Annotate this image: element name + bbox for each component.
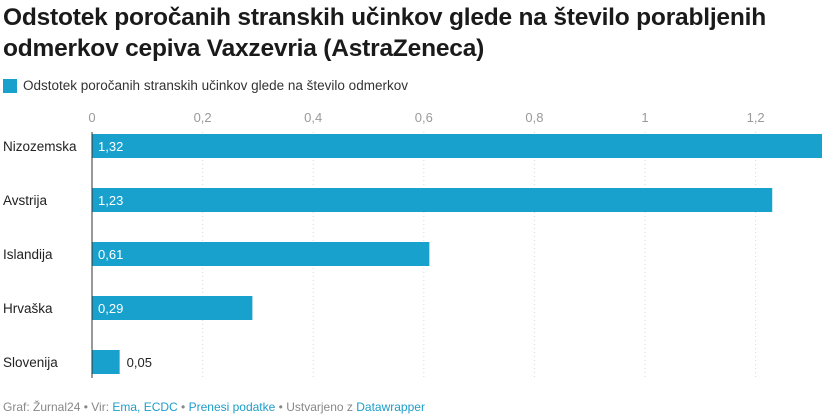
bar [92, 134, 822, 158]
data-label: 1,23 [98, 193, 123, 208]
category-label: Avstrija [3, 193, 48, 208]
x-tick-label: 1 [641, 110, 648, 125]
bar [92, 296, 253, 320]
bar-chart: 0 0,2 0,4 0,6 0,8 1 1,2 Nizozemska 1,32 Avstrija 1… [3, 110, 822, 378]
footer-source-label: Vir: [91, 400, 113, 414]
footer-separator: • [80, 400, 92, 414]
footer-created-label: Ustvarjeno z [286, 400, 357, 414]
source-link[interactable]: Ema, ECDC [112, 400, 178, 414]
x-tick-label: 0,4 [304, 110, 322, 125]
x-tick-label: 0,8 [525, 110, 543, 125]
legend-label: Odstotek poročanih stranskih učinkov gle… [23, 78, 408, 93]
data-label: 0,05 [127, 355, 152, 370]
category-label: Slovenija [3, 355, 58, 370]
x-tick-label: 0,2 [194, 110, 212, 125]
download-data-link[interactable]: Prenesi podatke [188, 400, 276, 414]
chart-title: Odstotek poročanih stranskih učinkov gle… [3, 4, 766, 62]
footer-credit: Graf: Žurnal24 [3, 400, 81, 414]
data-label: 0,61 [98, 247, 123, 262]
data-label: 1,32 [98, 139, 123, 154]
x-tick-label: 0,6 [415, 110, 433, 125]
category-label: Islandija [3, 247, 53, 262]
legend: Odstotek poročanih stranskih učinkov gle… [3, 78, 408, 93]
category-label: Nizozemska [3, 139, 77, 154]
footer-separator: • [177, 400, 189, 414]
footer: Graf: Žurnal24 • Vir: Ema, ECDC • Prenes… [3, 400, 425, 414]
bar [92, 350, 120, 374]
bar [92, 242, 430, 266]
x-tick-label: 1,2 [747, 110, 765, 125]
datawrapper-link[interactable]: Datawrapper [356, 400, 425, 414]
legend-swatch [3, 78, 17, 93]
bar [92, 188, 773, 212]
footer-separator: • [275, 400, 287, 414]
category-label: Hrvaška [3, 301, 53, 316]
data-label: 0,29 [98, 301, 123, 316]
x-tick-label: 0 [88, 110, 95, 125]
